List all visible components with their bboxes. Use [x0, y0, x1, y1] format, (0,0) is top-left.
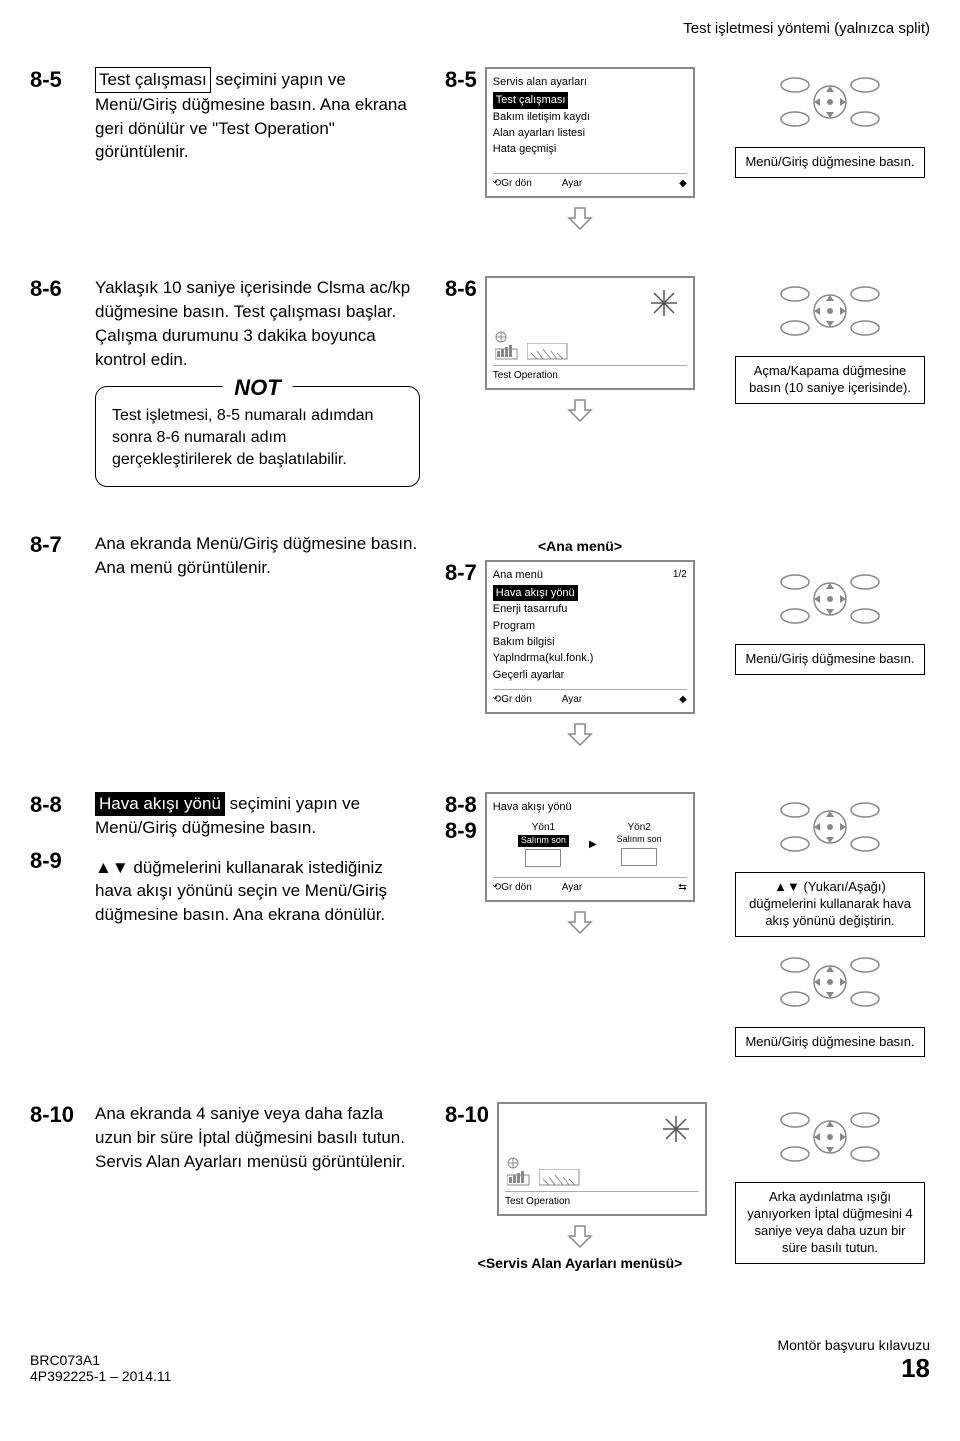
menu-item-selected: Hava akışı yönü: [493, 585, 578, 601]
note-label: NOT: [222, 373, 292, 404]
screen-num: 8-10: [445, 1102, 489, 1128]
remote-icon: [770, 947, 890, 1017]
menu-item: Hata geçmişi: [493, 141, 687, 157]
highlight-box-inverted: Hava akışı yönü: [95, 792, 225, 816]
screen-num: 8-8: [445, 792, 477, 818]
down-arrow-icon: [565, 398, 595, 423]
menu-item-selected: Test çalışması: [493, 92, 569, 108]
instruction-box: Menü/Giriş düğmesine basın.: [735, 644, 925, 675]
down-arrow-icon: [565, 910, 595, 935]
louver-icon: [539, 1169, 581, 1187]
step-num: 8-5: [30, 67, 80, 93]
instruction-box: Arka aydınlatma ışığı yanıyorken İptal d…: [735, 1182, 925, 1264]
footer-pagenum: 18: [777, 1353, 930, 1384]
remote-icon: [770, 792, 890, 862]
down-arrow-icon: [565, 206, 595, 231]
screen-num: 8-6: [445, 276, 477, 302]
fan-icon: [507, 1157, 531, 1187]
instruction-box: Menü/Giriş düğmesine basın.: [735, 147, 925, 178]
remote-icon: [770, 67, 890, 137]
step-8-6: 8-6 Yaklaşık 10 saniye içerisinde Clsma …: [30, 276, 930, 486]
instruction-box: Açma/Kapama düğmesine basın (10 saniye i…: [735, 356, 925, 404]
lcd-screen: Hava akışı yönü Yön1 Salınm son ▶ Yön2 S…: [485, 792, 695, 902]
footer-docnum: 4P392225-1 – 2014.11: [30, 1368, 171, 1384]
section-label: <Servis Alan Ayarları menüsü>: [478, 1255, 683, 1271]
screen-title: Hava akışı yönü: [493, 800, 687, 814]
instruction-box: Menü/Giriş düğmesine basın.: [735, 1027, 925, 1058]
menu-item: Program: [493, 618, 687, 634]
step-num: 8-10: [30, 1102, 80, 1128]
screen-footer: ⟲Gr dön Ayar ◆: [493, 689, 687, 706]
down-arrow-icon: [565, 1224, 595, 1249]
snowflake-icon: [661, 1114, 691, 1144]
step-text: Ana ekranda Menü/Giriş düğmesine basın. …: [95, 532, 430, 580]
page-header: Test işletmesi yöntemi (yalnızca split): [30, 20, 930, 37]
section-label: <Ana menü>: [538, 538, 622, 554]
screen-num: 8-9: [445, 818, 477, 844]
highlight-box: Test çalışması: [95, 67, 211, 93]
lcd-screen: Test Operation: [497, 1102, 707, 1215]
step-8-10: 8-10 Ana ekranda 4 saniye veya daha fazl…: [30, 1102, 930, 1276]
footer-model: BRC073A1: [30, 1352, 171, 1368]
louver-icon: [527, 343, 569, 361]
remote-icon: [770, 564, 890, 634]
step-8-7: 8-7 Ana ekranda Menü/Giriş düğmesine bas…: [30, 532, 930, 747]
menu-item: Geçerli ayarlar: [493, 667, 687, 683]
airflow-col-2: Yön2 Salınm son: [617, 821, 662, 867]
snowflake-icon: [649, 288, 679, 318]
instruction-box: ▲▼ (Yukarı/Aşağı) düğmelerini kullanarak…: [735, 872, 925, 937]
page-footer: BRC073A1 4P392225-1 – 2014.11 Montör baş…: [30, 1337, 930, 1384]
step-text: Ana ekranda 4 saniye veya daha fazla uzu…: [95, 1102, 430, 1173]
screen-num: 8-5: [445, 67, 477, 93]
step-num: 8-6: [30, 276, 80, 302]
step-num: 8-7: [30, 532, 80, 558]
remote-icon: [770, 1102, 890, 1172]
screen-num: 8-7: [445, 560, 477, 586]
screen-footer: ⟲Gr dön Ayar ⇆: [493, 877, 687, 894]
step-num: 8-8: [30, 792, 80, 818]
screen-footer: ⟲Gr dön Ayar ◆: [493, 173, 687, 190]
down-arrow-icon: [565, 722, 595, 747]
screen-caption: Test Operation: [505, 1191, 699, 1208]
step-text: Test çalışması seçimini yapın ve Menü/Gi…: [95, 67, 430, 164]
lcd-screen: Test Operation: [485, 276, 695, 389]
menu-item: Bakım iletişim kaydı: [493, 109, 687, 125]
screen-title: Ana menü: [493, 568, 543, 582]
step-8-8-9: 8-8 8-9 Hava akışı yönü seçimini yapın v…: [30, 792, 930, 1058]
screen-title: Servis alan ayarları: [493, 75, 687, 89]
menu-item: Bakım bilgisi: [493, 634, 687, 650]
step-text: Hava akışı yönü seçimini yapın ve Menü/G…: [95, 792, 430, 927]
note-box: NOT Test işletmesi, 8-5 numaralı adımdan…: [95, 386, 420, 487]
lcd-screen: Servis alan ayarları Test çalışması Bakı…: [485, 67, 695, 198]
remote-icon: [770, 276, 890, 346]
airflow-col-1: Yön1 Salınm son: [518, 821, 569, 867]
page-indicator: 1/2: [673, 568, 687, 585]
menu-item: Yaplndrma(kul.fonk.): [493, 650, 687, 666]
menu-item: Enerji tasarrufu: [493, 601, 687, 617]
fan-icon: [495, 331, 519, 361]
screen-caption: Test Operation: [493, 365, 687, 382]
menu-item: Alan ayarları listesi: [493, 125, 687, 141]
step-8-5: 8-5 Test çalışması seçimini yapın ve Men…: [30, 67, 930, 231]
footer-title: Montör başvuru kılavuzu: [777, 1337, 930, 1353]
step-num: 8-9: [30, 848, 80, 874]
lcd-screen: Ana menü 1/2 Hava akışı yönü Enerji tasa…: [485, 560, 695, 714]
step-text: Yaklaşık 10 saniye içerisinde Clsma ac/k…: [95, 276, 430, 486]
